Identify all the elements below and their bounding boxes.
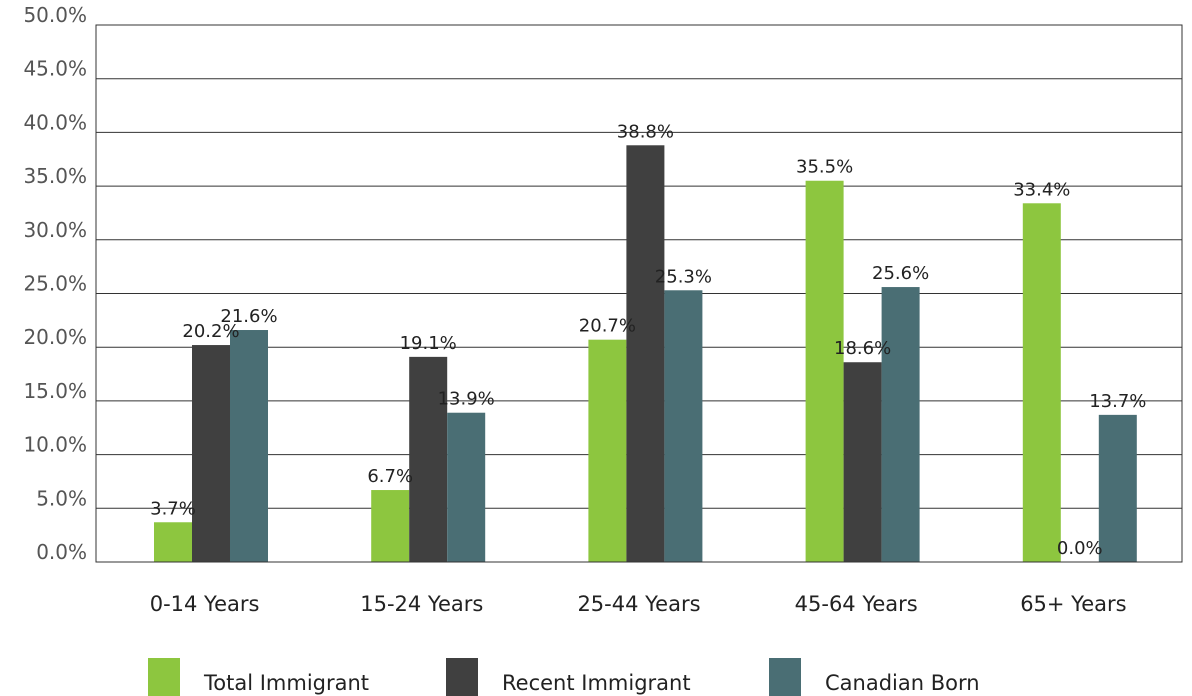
bar (409, 356, 448, 562)
bar (447, 412, 486, 562)
y-tick-label: 40.0% (23, 110, 87, 134)
y-axis-ticks: 0.0% 5.0% 10.0% 15.0% 20.0% 25.0% 30.0% 35.0% 40… (23, 3, 87, 564)
data-label: 38.8% (617, 121, 674, 142)
data-label: 21.6% (220, 306, 277, 327)
legend: Total Immigrant Recent Immigrant Canadian … (148, 658, 980, 696)
bar (1022, 203, 1061, 562)
bar (664, 290, 703, 562)
data-label: 13.7% (1089, 391, 1146, 412)
y-tick-label: 35.0% (23, 164, 87, 188)
bar (805, 180, 844, 563)
y-tick-label: 20.0% (23, 325, 87, 349)
y-tick-label: 50.0% (23, 3, 87, 27)
y-tick-label: 30.0% (23, 218, 87, 242)
bar (192, 345, 230, 562)
x-axis-categories: 0-14 Years 15-24 Years 25-44 Years 45-64 Ye… (150, 592, 1127, 616)
y-tick-label: 25.0% (23, 272, 87, 296)
x-tick-label: 25-44 Years (577, 592, 700, 616)
data-label: 20.2% (182, 321, 239, 342)
bar (843, 362, 882, 562)
bar (154, 522, 192, 562)
plot-frame (95, 24, 1183, 563)
data-label: 33.4% (1013, 179, 1070, 200)
x-tick-label: 65+ Years (1020, 592, 1126, 616)
data-label: 3.7% (150, 498, 196, 519)
bar (371, 490, 410, 562)
bars (154, 145, 1137, 563)
data-label: 13.9% (438, 389, 495, 410)
x-tick-label: 45-64 Years (795, 592, 918, 616)
data-label: 19.1% (400, 333, 457, 354)
legend-label: Recent Immigrant (502, 671, 691, 695)
data-label: 0.0% (1057, 538, 1103, 559)
bar (626, 145, 665, 562)
legend-swatch (769, 658, 801, 696)
data-label: 25.6% (872, 263, 929, 284)
x-tick-label: 15-24 Years (360, 592, 483, 616)
y-tick-label: 5.0% (36, 486, 87, 510)
legend-label: Canadian Born (825, 671, 980, 695)
data-label: 18.6% (834, 338, 891, 359)
y-tick-label: 10.0% (23, 433, 87, 457)
y-tick-label: 0.0% (36, 540, 87, 564)
legend-swatch (148, 658, 180, 696)
bar (1098, 414, 1137, 562)
data-label: 6.7% (367, 466, 413, 487)
x-tick-label: 0-14 Years (150, 592, 260, 616)
data-label: 20.7% (579, 316, 636, 337)
data-labels: 3.7% 20.2%21.6% 6.7% 19.1% 13.9% 20.7% 38.8% 25… (150, 121, 1146, 559)
bar (588, 339, 627, 562)
y-tick-label: 15.0% (23, 379, 87, 403)
bar (230, 330, 268, 562)
y-tick-label: 45.0% (23, 57, 87, 81)
bar (881, 287, 920, 562)
legend-label: Total Immigrant (203, 671, 369, 695)
data-label: 25.3% (655, 266, 712, 287)
data-label: 35.5% (796, 157, 853, 178)
legend-swatch (446, 658, 478, 696)
